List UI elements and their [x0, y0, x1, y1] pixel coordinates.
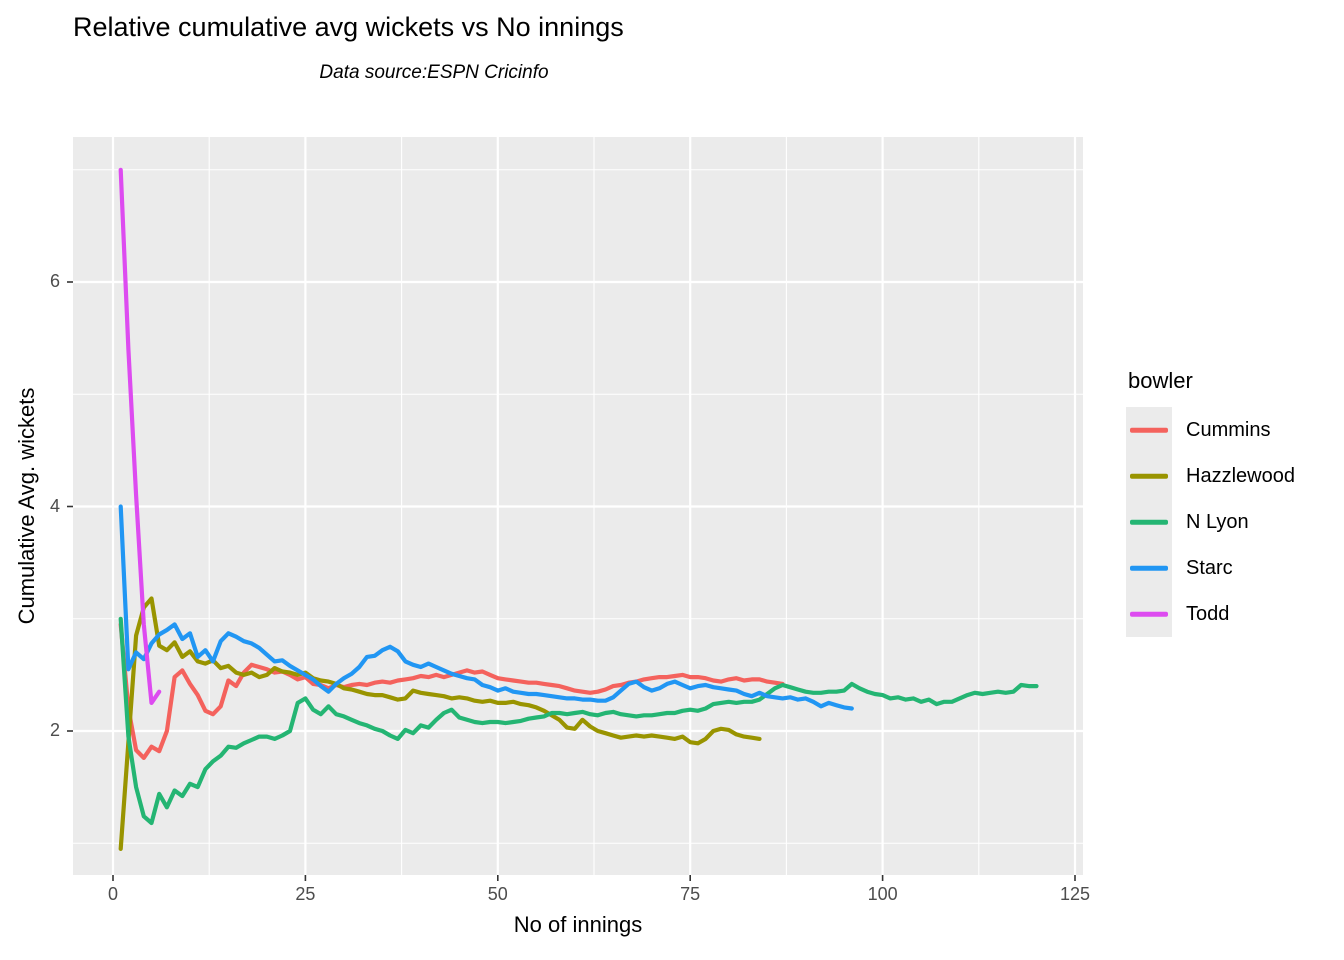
series-line-n-lyon — [118, 616, 1039, 826]
x-tick-label: 25 — [295, 884, 316, 904]
legend-line-swatch — [1130, 473, 1168, 479]
legend-key — [1126, 545, 1172, 591]
legend-title: bowler — [1128, 368, 1193, 393]
x-tick-label: 50 — [487, 884, 508, 904]
y-tick-label: 4 — [49, 495, 60, 516]
legend-label: Starc — [1186, 556, 1233, 579]
x-tick-label: 75 — [680, 884, 701, 904]
legend-key — [1126, 407, 1172, 453]
legend-entry-n-lyon: N Lyon — [1126, 499, 1295, 545]
legend-entry-todd: Todd — [1126, 591, 1295, 637]
legend-label: Todd — [1186, 602, 1230, 625]
chart-subtitle: Data source:ESPN Cricinfo — [319, 62, 549, 83]
legend-key — [1126, 453, 1172, 499]
legend-label: N Lyon — [1186, 510, 1249, 533]
x-tick-label: 100 — [867, 884, 898, 904]
legend-line-swatch — [1130, 565, 1168, 571]
legend-key — [1126, 499, 1172, 545]
legend-line-swatch — [1130, 519, 1168, 525]
y-axis-title: Cumulative Avg. wickets — [14, 387, 39, 625]
series-line-starc — [118, 504, 854, 711]
chart-title: Relative cumulative avg wickets vs No in… — [73, 12, 624, 42]
legend-key — [1126, 591, 1172, 637]
series-line-todd — [118, 167, 162, 706]
x-axis-title: No of innings — [513, 912, 643, 937]
legend-entry-starc: Starc — [1126, 545, 1295, 591]
legend-label: Hazzlewood — [1186, 464, 1295, 487]
y-tick-label: 2 — [49, 720, 60, 740]
legend-line-swatch — [1130, 427, 1168, 433]
y-tick-label: 6 — [49, 271, 60, 291]
legend-label: Cummins — [1186, 418, 1271, 441]
series-line-hazzlewood — [118, 596, 762, 852]
x-tick-label: 0 — [107, 884, 119, 904]
legend-entries: Cummins Hazzlewood N Lyon Starc Todd — [1126, 407, 1295, 637]
legend: bowler Cummins Hazzlewood N Lyon Starc Todd — [1126, 368, 1295, 637]
legend-entry-cummins: Cummins — [1126, 407, 1295, 453]
legend-entry-hazzlewood: Hazzlewood — [1126, 453, 1295, 499]
legend-line-swatch — [1130, 611, 1168, 617]
x-tick-label: 125 — [1059, 884, 1091, 904]
